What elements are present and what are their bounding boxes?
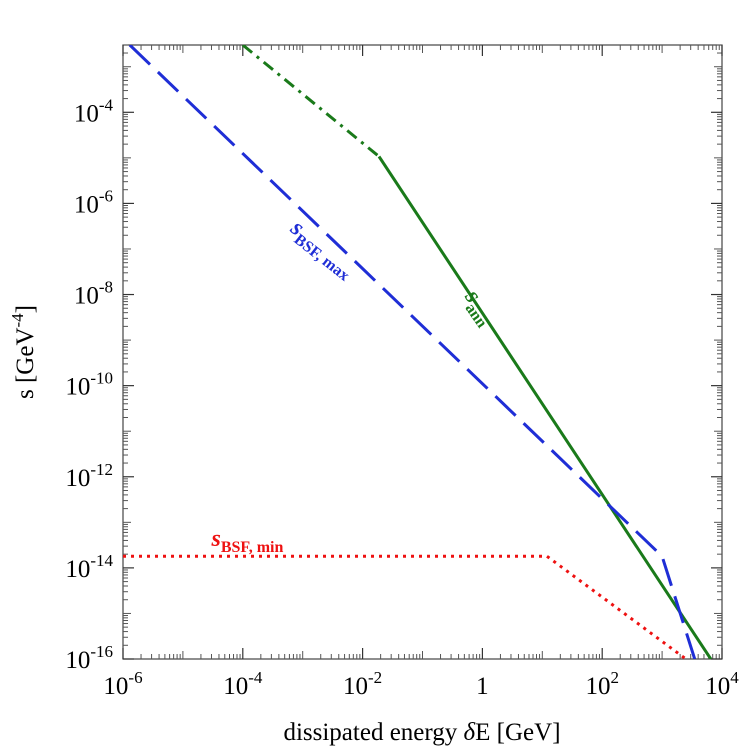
y-tick-label: 10-6	[74, 186, 113, 218]
y-axis-title: s [GeV-4]	[8, 305, 39, 399]
y-tick-label: 10-12	[65, 460, 113, 492]
label-bsf_max: sBSF, max	[282, 214, 360, 284]
curves	[123, 45, 713, 659]
y-tick-label: 10-10	[65, 369, 113, 401]
y-tick-label: 10-8	[74, 278, 113, 310]
curve-labels: sann sBSF, max sBSF, min	[211, 214, 501, 556]
x-axis-title: dissipated energy δE [GeV]	[283, 719, 560, 746]
major-ticks	[122, 45, 723, 660]
x-tick-label: 102	[585, 668, 619, 700]
x-tick-labels: 10-6 10-4 10-2 1 102 104	[103, 668, 739, 700]
y-tick-label: 10-16	[65, 642, 113, 674]
x-tick-label: 10-4	[223, 668, 263, 700]
x-tick-label: 104	[705, 668, 739, 700]
label-ann: sann	[456, 284, 501, 331]
x-tick-label: 1	[476, 673, 489, 700]
series-bsf_min-line	[123, 554, 687, 659]
x-tick-label: 10-2	[343, 668, 382, 700]
y-tick-label: 10-4	[74, 95, 114, 127]
plot-frame	[122, 44, 723, 660]
series-ann-line	[241, 45, 380, 158]
y-tick-label: 10-14	[65, 551, 113, 583]
x-tick-label: 10-6	[103, 668, 142, 700]
series-bsf_max-line	[128, 45, 697, 659]
label-bsf_min: sBSF, min	[211, 526, 284, 556]
y-tick-labels: 10-16 10-14 10-12 10-10 10-8 10-6 10-4	[65, 95, 113, 674]
minor-ticks	[123, 44, 722, 659]
series-ann-line	[377, 155, 713, 659]
